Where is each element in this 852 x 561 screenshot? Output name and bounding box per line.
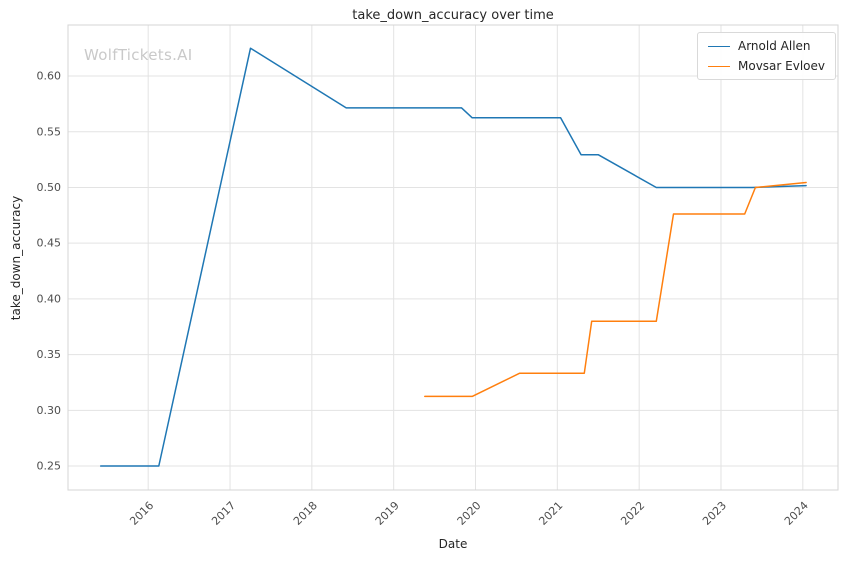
legend-line-swatch-blue bbox=[708, 45, 730, 47]
svg-text:0.55: 0.55 bbox=[37, 125, 62, 138]
legend-label-movsar-evloev: Movsar Evloev bbox=[738, 59, 825, 73]
chart-title: take_down_accuracy over time bbox=[352, 8, 554, 23]
svg-text:0.25: 0.25 bbox=[37, 460, 62, 473]
svg-text:2023: 2023 bbox=[700, 499, 729, 528]
svg-text:2020: 2020 bbox=[455, 499, 484, 528]
svg-text:0.60: 0.60 bbox=[37, 70, 62, 83]
svg-text:2022: 2022 bbox=[618, 499, 647, 528]
svg-text:0.45: 0.45 bbox=[37, 237, 62, 250]
legend: Arnold Allen Movsar Evloev bbox=[697, 32, 836, 80]
svg-text:2021: 2021 bbox=[536, 499, 565, 528]
svg-text:2019: 2019 bbox=[373, 499, 402, 528]
svg-text:0.35: 0.35 bbox=[37, 348, 62, 361]
svg-text:2016: 2016 bbox=[127, 499, 156, 528]
legend-entry-movsar-evloev: Movsar Evloev bbox=[708, 59, 825, 73]
svg-text:2024: 2024 bbox=[782, 499, 811, 528]
svg-text:2018: 2018 bbox=[291, 499, 320, 528]
legend-entry-arnold-allen: Arnold Allen bbox=[708, 39, 825, 53]
svg-text:0.30: 0.30 bbox=[37, 404, 62, 417]
watermark: WolfTickets.AI bbox=[84, 46, 193, 64]
svg-text:0.40: 0.40 bbox=[37, 292, 62, 305]
svg-text:0.50: 0.50 bbox=[37, 181, 62, 194]
legend-label-arnold-allen: Arnold Allen bbox=[738, 39, 811, 53]
legend-line-swatch-orange bbox=[708, 65, 730, 67]
svg-text:2017: 2017 bbox=[209, 499, 238, 528]
x-axis-label: Date bbox=[438, 537, 468, 551]
